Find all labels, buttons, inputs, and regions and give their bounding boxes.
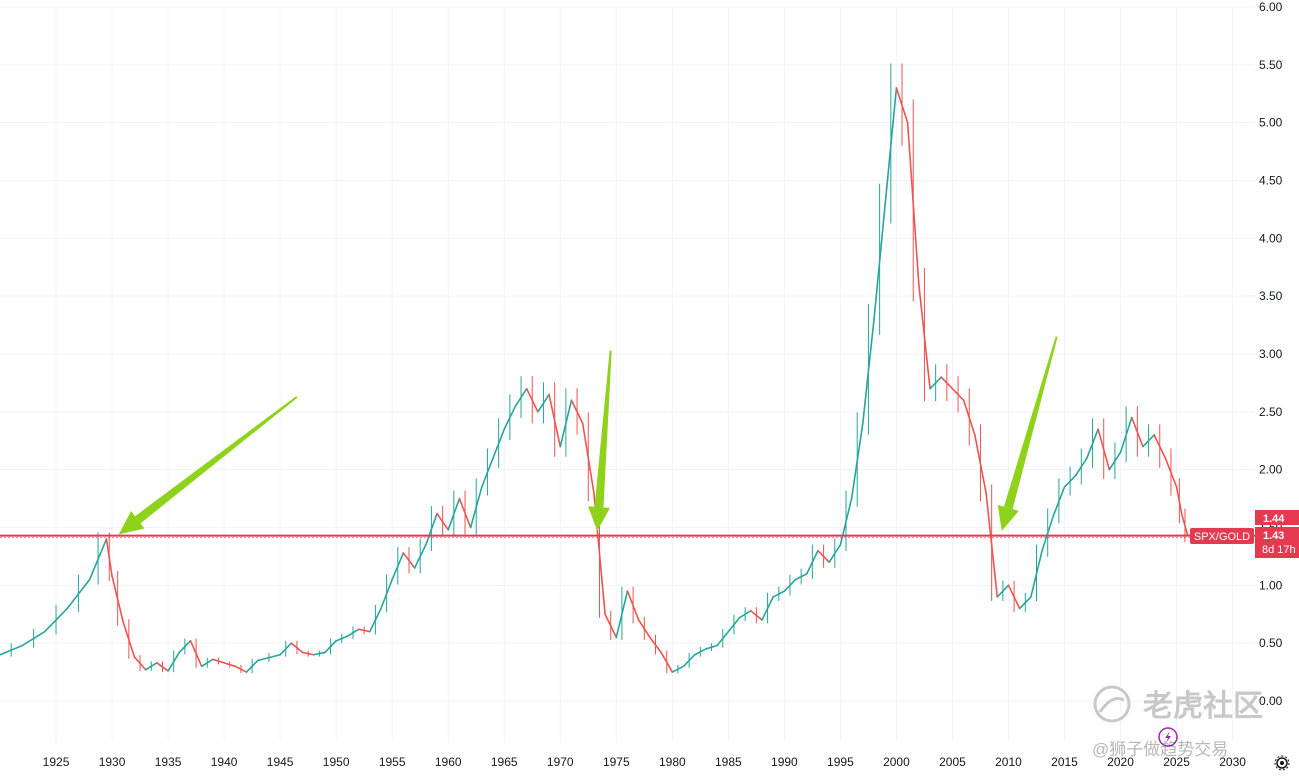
price-series	[0, 63, 1189, 674]
lightning-logo-icon[interactable]	[1158, 727, 1178, 747]
y-tick-label: 0.50	[1259, 636, 1283, 650]
x-tick-label: 1960	[435, 755, 462, 769]
x-tick-label: 2030	[1219, 755, 1246, 769]
symbol-tag: SPX/GOLD	[1190, 528, 1254, 544]
x-tick-label: 1925	[43, 755, 70, 769]
x-tick-label: 2010	[995, 755, 1022, 769]
x-tick-label: 1980	[659, 755, 686, 769]
price-countdown: 8d 17h	[1262, 544, 1296, 556]
price-label-last: 1.43	[1263, 530, 1284, 542]
horizontal-line[interactable]	[0, 534, 1255, 539]
y-tick-label: 3.00	[1259, 347, 1283, 361]
y-tick-label: 2.00	[1259, 463, 1283, 477]
x-tick-label: 2020	[1107, 755, 1134, 769]
x-tick-label: 2005	[939, 755, 966, 769]
y-tick-label: 2.50	[1259, 405, 1283, 419]
price-tags: 1.44 1.43 8d 17h	[1255, 510, 1299, 558]
x-tick-label: 2000	[883, 755, 910, 769]
y-tick-label: 1.00	[1259, 578, 1283, 592]
x-tick-label: 1970	[547, 755, 574, 769]
arrow-shaft	[1003, 336, 1058, 510]
x-axis[interactable]: 1925 1930 1935 1940 1945 1950 1955 1960 1965 1970…	[43, 755, 1247, 769]
symbol-label: SPX/GOLD	[1194, 531, 1250, 543]
x-tick-label: 1940	[211, 755, 238, 769]
x-tick-label: 2015	[1051, 755, 1078, 769]
watermark-logo-icon	[1093, 685, 1131, 723]
y-tick-label: 4.50	[1259, 174, 1283, 188]
annotation-arrows[interactable]	[118, 336, 1058, 535]
x-tick-label: 1975	[603, 755, 630, 769]
y-tick-label: 5.00	[1259, 116, 1283, 130]
x-tick-label: 1935	[155, 755, 182, 769]
x-tick-label: 1995	[827, 755, 854, 769]
x-tick-label: 1950	[323, 755, 350, 769]
y-tick-label: 0.00	[1259, 694, 1283, 708]
watermark: 老虎社区 @狮子做趋势交易	[1092, 685, 1263, 759]
grid	[0, 6, 1255, 741]
arrow-head	[118, 511, 145, 535]
arrow-shaft	[135, 396, 298, 524]
y-tick-label: 4.00	[1259, 231, 1283, 245]
x-tick-label: 1985	[715, 755, 742, 769]
arrow-head	[588, 506, 610, 531]
arrow-shaft	[594, 350, 612, 508]
x-tick-label: 2025	[1163, 755, 1190, 769]
watermark-logo-text: 老虎社区	[1143, 690, 1263, 723]
gear-icon[interactable]	[1274, 755, 1290, 771]
price-label-high: 1.44	[1263, 513, 1285, 525]
x-tick-label: 1945	[267, 755, 294, 769]
x-tick-label: 1965	[491, 755, 518, 769]
watermark-handle: @狮子做趋势交易	[1092, 740, 1228, 759]
arrow-head	[997, 504, 1019, 531]
y-tick-label: 3.50	[1259, 289, 1283, 303]
y-tick-label: 5.50	[1259, 58, 1283, 72]
x-tick-label: 1930	[99, 755, 126, 769]
x-tick-label: 1990	[771, 755, 798, 769]
y-axis[interactable]: 0.000.501.001.502.002.503.003.504.004.50…	[1259, 0, 1283, 708]
x-tick-label: 1955	[379, 755, 406, 769]
y-tick-label: 6.00	[1259, 0, 1283, 14]
